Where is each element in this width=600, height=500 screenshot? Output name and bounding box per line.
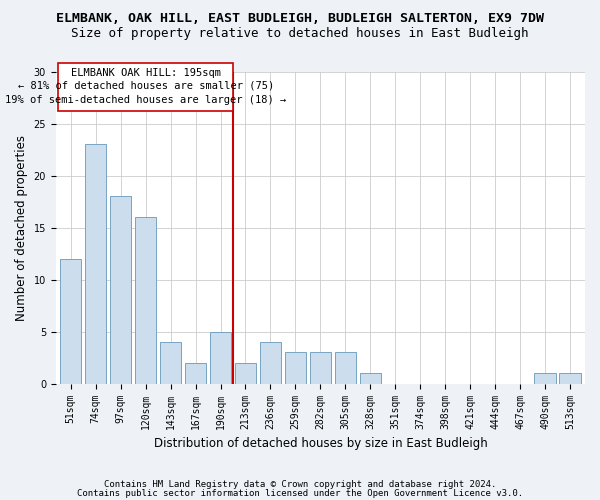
- Bar: [135, 217, 156, 384]
- Bar: [160, 342, 181, 384]
- Bar: [559, 374, 581, 384]
- Text: Contains HM Land Registry data © Crown copyright and database right 2024.: Contains HM Land Registry data © Crown c…: [104, 480, 496, 489]
- Bar: [110, 196, 131, 384]
- Text: Size of property relative to detached houses in East Budleigh: Size of property relative to detached ho…: [71, 28, 529, 40]
- Bar: [535, 374, 556, 384]
- Bar: [285, 352, 306, 384]
- Bar: [60, 259, 82, 384]
- Bar: [85, 144, 106, 384]
- Text: Contains public sector information licensed under the Open Government Licence v3: Contains public sector information licen…: [77, 489, 523, 498]
- X-axis label: Distribution of detached houses by size in East Budleigh: Distribution of detached houses by size …: [154, 437, 487, 450]
- Text: ← 81% of detached houses are smaller (75): ← 81% of detached houses are smaller (75…: [17, 81, 274, 91]
- Bar: [210, 332, 231, 384]
- Bar: [335, 352, 356, 384]
- Bar: [360, 374, 381, 384]
- Y-axis label: Number of detached properties: Number of detached properties: [15, 134, 28, 320]
- Bar: [260, 342, 281, 384]
- Bar: [310, 352, 331, 384]
- Text: 19% of semi-detached houses are larger (18) →: 19% of semi-detached houses are larger (…: [5, 94, 286, 104]
- Bar: [235, 363, 256, 384]
- Text: ELMBANK OAK HILL: 195sqm: ELMBANK OAK HILL: 195sqm: [71, 68, 221, 78]
- Bar: [185, 363, 206, 384]
- Text: ELMBANK, OAK HILL, EAST BUDLEIGH, BUDLEIGH SALTERTON, EX9 7DW: ELMBANK, OAK HILL, EAST BUDLEIGH, BUDLEI…: [56, 12, 544, 26]
